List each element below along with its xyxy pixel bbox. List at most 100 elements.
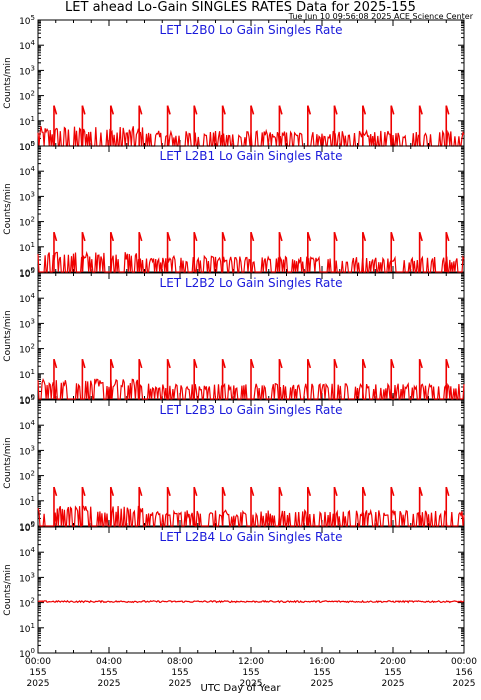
x-tick-label: 12:00 [238, 657, 264, 667]
y-tick-label: 102 [19, 90, 35, 103]
rate-spike [81, 486, 86, 497]
y-tick-label: 102 [19, 216, 35, 229]
y-tick-label: 100 [19, 647, 35, 660]
y-tick-label: 102 [19, 470, 35, 483]
rate-spike [81, 105, 86, 115]
panel-title: LET L2B3 Lo Gain Singles Rate [160, 403, 343, 417]
rate-spike [278, 105, 283, 115]
rate-spike [445, 486, 450, 497]
x-tick-label: 155 [29, 668, 46, 678]
rate-spike [221, 231, 226, 242]
y-tick-label: 101 [19, 115, 35, 128]
rate-spike [193, 231, 198, 242]
rate-spike [445, 105, 450, 115]
chart-panel-0: 100 101 102 103 104 105 Counts/min LET L2B0 Lo … [3, 14, 465, 153]
x-tick-label: 155 [384, 668, 401, 678]
x-tick-label: 2025 [240, 679, 263, 689]
rate-spike [307, 358, 312, 369]
y-tick-label: 104 [19, 39, 35, 52]
chart-panel-1: 100 101 102 103 104 105 Counts/min LET L2B1 Lo … [3, 140, 465, 279]
rate-spike [138, 231, 143, 242]
x-axis-label: UTC Day of Year [200, 683, 281, 694]
y-tick-label: 104 [19, 165, 35, 178]
rate-spike [81, 231, 86, 242]
rate-spike [138, 358, 143, 369]
y-tick-label: 103 [19, 571, 35, 584]
x-tick-label: 2025 [382, 679, 405, 689]
chart-panel-3: 100 101 102 103 104 105 Counts/min LET L2B3 Lo … [3, 394, 465, 533]
rate-spike [250, 105, 255, 115]
rate-spike [362, 231, 367, 242]
x-tick-label: 155 [100, 668, 117, 678]
x-tick-label: 155 [313, 668, 330, 678]
rate-spike [390, 231, 395, 242]
y-tick-label: 104 [19, 546, 35, 559]
rate-spike [278, 231, 283, 242]
rate-spike [221, 486, 226, 497]
rate-spike [307, 231, 312, 242]
rate-spike [193, 486, 198, 497]
rate-spike [193, 105, 198, 115]
rate-spike [333, 231, 338, 242]
rate-spike [166, 486, 171, 497]
rate-spike [138, 105, 143, 115]
generation-timestamp: Tue Jun 10 09:56:08 2025 ACE Science Cen… [288, 12, 473, 21]
x-tick-label: 16:00 [309, 657, 335, 667]
rate-spike [53, 231, 58, 242]
rate-spike [307, 486, 312, 497]
rate-spike [390, 105, 395, 115]
page-title: LET ahead Lo-Gain SINGLES RATES Data for… [65, 0, 416, 15]
rate-spike [362, 358, 367, 369]
y-tick-label: 105 [19, 14, 35, 27]
y-tick-label: 102 [19, 597, 35, 610]
x-tick-label: 155 [242, 668, 259, 678]
x-tick-label: 2025 [98, 679, 121, 689]
rate-spike [193, 358, 198, 369]
x-tick-label: 08:00 [167, 657, 193, 667]
x-tick-label: 2025 [169, 679, 192, 689]
rate-spike [166, 358, 171, 369]
y-axis-label: Counts/min [3, 564, 13, 615]
rate-spike [390, 358, 395, 369]
rate-spike [418, 231, 423, 242]
rate-spike [166, 105, 171, 115]
panel-title: LET L2B4 Lo Gain Singles Rate [160, 530, 343, 544]
rate-spike [390, 486, 395, 497]
chart-panel-2: 100 101 102 103 104 105 Counts/min LET L2B2 Lo … [3, 267, 465, 406]
rate-spike [362, 105, 367, 115]
chart-panel-4: 100 101 102 103 104 105 Counts/min LET L2B4 Lo … [3, 521, 465, 660]
plot-frame [37, 526, 465, 654]
x-tick-label: 20:00 [380, 657, 406, 667]
y-tick-label: 105 [19, 140, 35, 153]
rate-spike [110, 231, 115, 242]
rate-spike [362, 486, 367, 497]
rate-spike [307, 105, 312, 115]
y-tick-label: 103 [19, 64, 35, 77]
x-tick-label: 04:00 [96, 657, 122, 667]
rate-spike [166, 231, 171, 242]
rate-spike [418, 358, 423, 369]
rate-spike [250, 231, 255, 242]
rate-spike [418, 105, 423, 115]
rate-spike [53, 105, 58, 115]
rate-spike [333, 105, 338, 115]
x-tick-label: 2025 [27, 679, 50, 689]
y-tick-label: 101 [19, 368, 35, 381]
y-axis-label: Counts/min [3, 310, 13, 361]
rate-spike [81, 358, 86, 369]
y-tick-label: 104 [19, 292, 35, 305]
rate-spike [445, 358, 450, 369]
y-tick-label: 101 [19, 241, 35, 254]
rate-spike [53, 358, 58, 369]
rate-spike [250, 358, 255, 369]
series-line [37, 599, 465, 604]
x-tick-label: 00:00 [25, 657, 51, 667]
rate-spike [250, 486, 255, 497]
rate-spike [110, 486, 115, 497]
y-axis-label: Counts/min [3, 183, 13, 234]
y-tick-label: 105 [19, 267, 35, 280]
x-tick-label: 2025 [311, 679, 334, 689]
x-tick-label: 156 [455, 668, 472, 678]
rate-spike [110, 105, 115, 115]
